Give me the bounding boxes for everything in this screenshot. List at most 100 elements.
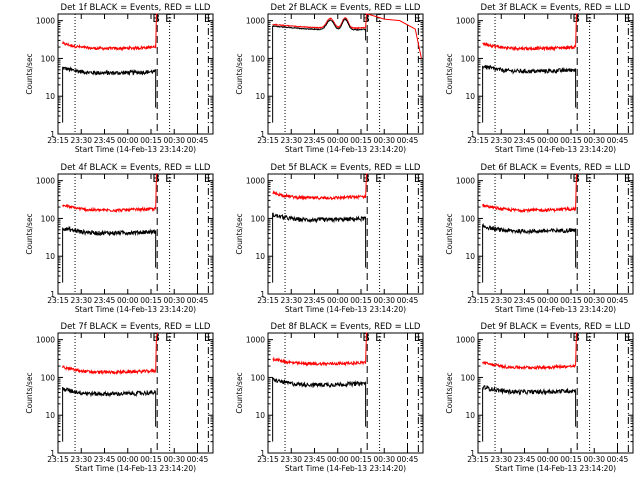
x-tick-label: 00:00 xyxy=(327,296,349,305)
y-axis-label: Counts/sec xyxy=(235,213,244,254)
x-axis-label: Start Time (14-Feb-13 23:14:20) xyxy=(495,464,616,473)
x-tick-label: 00:30 xyxy=(583,296,605,305)
marker-label: E xyxy=(624,172,631,185)
x-tick-label: 00:00 xyxy=(537,136,559,145)
y-tick-label: 100 xyxy=(251,214,266,223)
panel-title: Det 4f BLACK = Events, RED = LLD xyxy=(61,163,211,173)
x-tick-label: 23:30 xyxy=(490,296,512,305)
lld-series-line xyxy=(482,13,578,52)
y-tick-label: 1000 xyxy=(36,336,55,345)
x-axis-label: Start Time (14-Feb-13 23:14:20) xyxy=(285,305,406,314)
x-tick-label: 00:15 xyxy=(140,136,162,145)
y-tick-label: 100 xyxy=(461,54,476,63)
x-tick-label: 00:15 xyxy=(350,455,372,464)
events-series-line xyxy=(482,385,577,442)
x-tick-label: 23:45 xyxy=(94,296,116,305)
y-tick-label: 10 xyxy=(465,92,475,101)
x-tick-label: 23:30 xyxy=(490,136,512,145)
y-axis-label: Counts/sec xyxy=(235,372,244,413)
lld-series-line xyxy=(62,13,158,52)
lld-series-line xyxy=(62,332,158,376)
x-axis-label: Start Time (14-Feb-13 23:14:20) xyxy=(75,305,196,314)
y-tick-label: 100 xyxy=(41,54,56,63)
x-tick-label: 00:45 xyxy=(397,296,419,305)
y-axis-label: Counts/sec xyxy=(25,213,34,254)
panel-title: Det 3f BLACK = Events, RED = LLD xyxy=(481,3,631,13)
x-tick-label: 23:30 xyxy=(70,136,92,145)
lld-series-line xyxy=(482,332,578,371)
marker-label: E xyxy=(204,172,211,185)
events-series-line xyxy=(62,225,157,283)
marker-label: E xyxy=(204,12,211,25)
y-tick-label: 1000 xyxy=(246,336,265,345)
x-tick-label: 00:15 xyxy=(350,296,372,305)
detector-panel-8: Det 8f BLACK = Events, RED = LLD 1 10 100 10… xyxy=(235,322,424,473)
x-tick-label: 00:30 xyxy=(163,136,185,145)
y-axis-label: Counts/sec xyxy=(445,53,454,94)
y-tick-label: 1 xyxy=(260,290,265,299)
x-tick-label: 00:30 xyxy=(583,136,605,145)
plot-frame xyxy=(477,173,634,295)
marker-label: E xyxy=(624,331,631,344)
detector-panel-9: Det 9f BLACK = Events, RED = LLD 1 10 100 10… xyxy=(445,322,634,473)
events-series-line xyxy=(482,222,577,283)
y-tick-label: 10 xyxy=(255,92,265,101)
y-tick-label: 100 xyxy=(41,373,56,382)
x-tick-label: 00:15 xyxy=(560,136,582,145)
x-tick-label: 23:15 xyxy=(467,136,489,145)
lld-series-line xyxy=(272,173,368,201)
x-tick-label: 23:30 xyxy=(280,136,302,145)
x-tick-label: 23:45 xyxy=(514,296,536,305)
y-tick-label: 1000 xyxy=(36,17,55,26)
marker-label: E xyxy=(585,331,592,344)
y-tick-label: 100 xyxy=(251,373,266,382)
x-tick-label: 00:45 xyxy=(187,296,209,305)
x-tick-label: 00:15 xyxy=(350,136,372,145)
events-series-line xyxy=(62,66,157,123)
y-tick-label: 10 xyxy=(465,252,475,261)
events-series-line xyxy=(272,212,367,283)
y-tick-label: 1000 xyxy=(246,17,265,26)
y-tick-label: 1000 xyxy=(246,177,265,186)
x-tick-label: 23:15 xyxy=(257,455,279,464)
x-tick-label: 00:45 xyxy=(397,455,419,464)
lld-series-line xyxy=(482,173,578,214)
y-tick-label: 1 xyxy=(470,290,475,299)
y-tick-label: 10 xyxy=(45,252,55,261)
marker-label: E xyxy=(204,331,211,344)
x-tick-label: 23:45 xyxy=(94,455,116,464)
lld-series-line xyxy=(62,173,158,214)
x-tick-label: 00:45 xyxy=(607,296,629,305)
y-axis-label: Counts/sec xyxy=(25,372,34,413)
plot-frame xyxy=(477,13,634,135)
events-series-line xyxy=(62,386,157,442)
detector-panel-7: Det 7f BLACK = Events, RED = LLD 1 10 100 10… xyxy=(25,322,214,473)
panel-title: Det 7f BLACK = Events, RED = LLD xyxy=(61,322,211,332)
x-tick-label: 00:30 xyxy=(373,136,395,145)
events-series-line xyxy=(272,18,367,123)
plot-frame xyxy=(57,13,214,135)
y-tick-label: 1 xyxy=(260,449,265,458)
x-axis-label: Start Time (14-Feb-13 23:14:20) xyxy=(285,464,406,473)
x-axis-label: Start Time (14-Feb-13 23:14:20) xyxy=(285,145,406,154)
y-tick-label: 1000 xyxy=(456,336,475,345)
y-tick-label: 10 xyxy=(45,411,55,420)
marker-label: E xyxy=(375,172,382,185)
y-tick-label: 1000 xyxy=(36,177,55,186)
marker-label: E xyxy=(414,331,421,344)
x-tick-label: 23:45 xyxy=(94,136,116,145)
x-tick-label: 00:00 xyxy=(537,296,559,305)
marker-label: E xyxy=(585,12,592,25)
x-axis-label: Start Time (14-Feb-13 23:14:20) xyxy=(495,145,616,154)
plot-frame xyxy=(57,332,214,454)
y-tick-label: 1 xyxy=(260,130,265,139)
marker-label: E xyxy=(375,12,382,25)
plot-frame xyxy=(477,332,634,454)
events-series-line xyxy=(272,377,367,442)
x-tick-label: 23:30 xyxy=(70,296,92,305)
x-tick-label: 23:45 xyxy=(304,296,326,305)
plot-frame xyxy=(57,173,214,295)
panel-title: Det 5f BLACK = Events, RED = LLD xyxy=(271,163,421,173)
x-tick-label: 23:15 xyxy=(47,296,69,305)
x-tick-label: 00:30 xyxy=(163,296,185,305)
